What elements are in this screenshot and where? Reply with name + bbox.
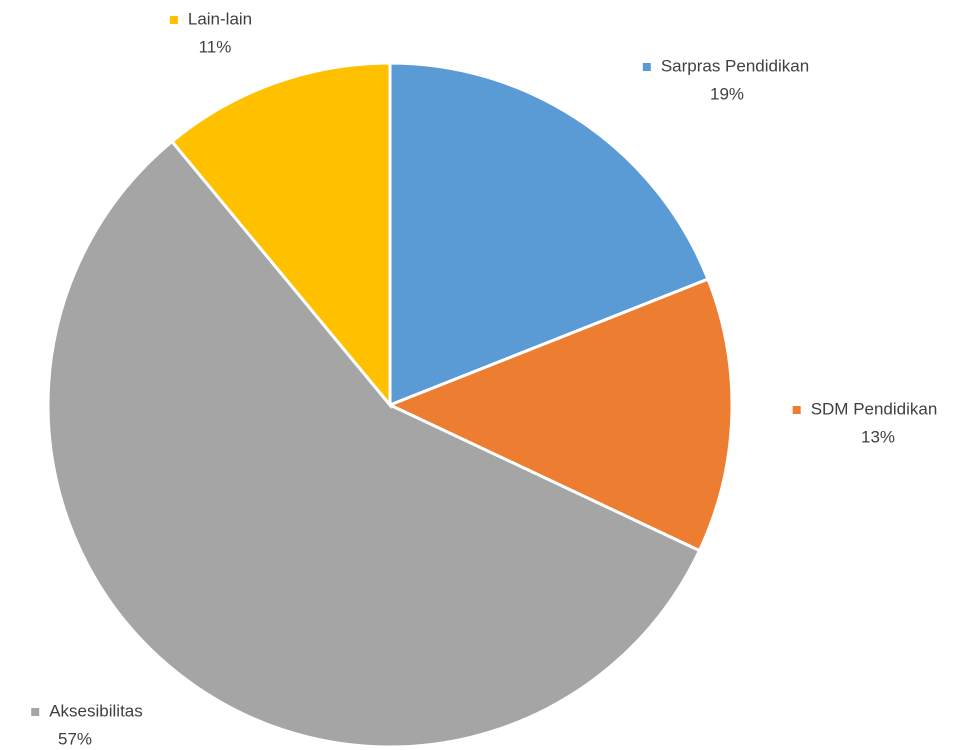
legend-marker: [792, 406, 801, 414]
value-label: 13%: [861, 427, 895, 446]
value-label: 19%: [710, 84, 744, 103]
value-label: 11%: [199, 37, 232, 56]
slice-label: Sarpras Pendidikan: [661, 56, 809, 75]
legend-marker: [169, 16, 178, 24]
pie-slice: [46, 139, 702, 749]
legend-marker: [642, 63, 651, 71]
slice-label: Lain-lain: [188, 9, 252, 28]
value-label: 57%: [58, 729, 92, 748]
slice-label: Aksesibilitas: [49, 701, 143, 720]
slice-label: SDM Pendidikan: [811, 399, 938, 418]
pie-slice: [169, 61, 392, 410]
pie-slice: [386, 277, 734, 553]
pie-slice: [388, 61, 710, 408]
legend-marker: [31, 708, 40, 716]
